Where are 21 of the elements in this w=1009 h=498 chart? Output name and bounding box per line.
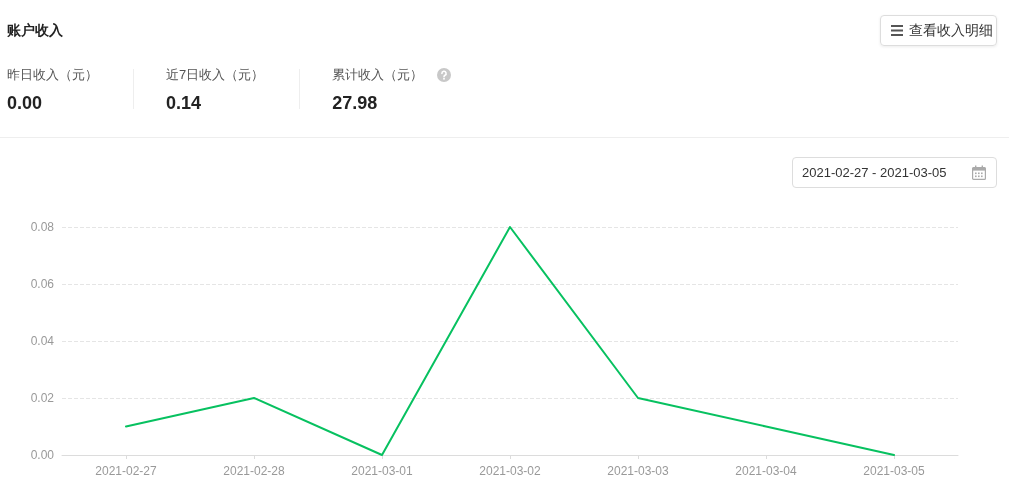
y-tick-label: 0.02 bbox=[30, 391, 55, 405]
y-tick-label: 0.08 bbox=[30, 220, 55, 234]
text: 0.14 bbox=[166, 92, 203, 114]
x-tick-label: 2021-03-05 bbox=[863, 464, 926, 478]
y-tick-label: 0.00 bbox=[30, 448, 55, 462]
x-tick-label: 2021-03-01 bbox=[351, 464, 414, 478]
text: 账户收入 bbox=[7, 21, 63, 39]
x-tick-label: 2021-02-28 bbox=[223, 464, 286, 478]
x-tick-label: 2021-03-03 bbox=[607, 464, 670, 478]
y-tick-label: 0.04 bbox=[30, 334, 55, 348]
button: 查看收入明细 bbox=[880, 15, 997, 46]
x-tick-label: 2021-02-27 bbox=[95, 464, 158, 478]
x-tick-label: 2021-03-02 bbox=[479, 464, 542, 478]
date-range-field: 2021-02-27 - 2021-03-05 bbox=[792, 157, 997, 188]
y-tick-label: 0.06 bbox=[30, 277, 55, 291]
text: 近7日收入（元） bbox=[166, 66, 265, 84]
text: 昨日收入（元） bbox=[7, 66, 98, 84]
text: 27.98 bbox=[332, 92, 379, 114]
x-tick-label: 2021-03-04 bbox=[735, 464, 798, 478]
line-series bbox=[125, 226, 895, 456]
text: 累计收入（元） bbox=[332, 66, 424, 84]
